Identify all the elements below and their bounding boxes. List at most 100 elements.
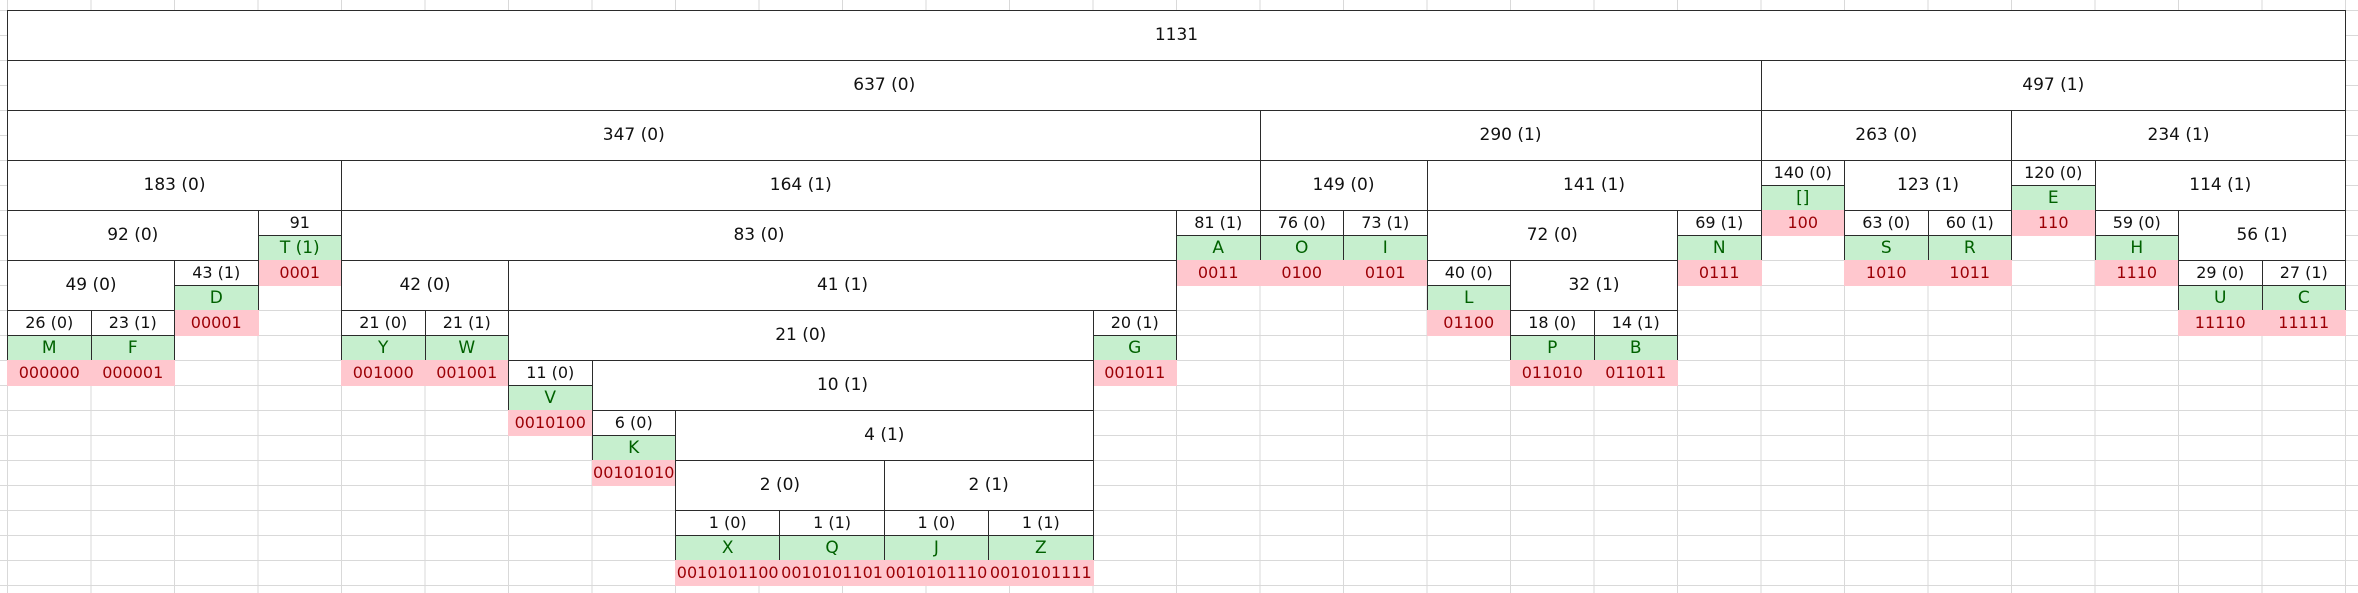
- code-word-cell[interactable]: 01100: [1426, 310, 1511, 336]
- code-word-cell[interactable]: 11111: [2261, 310, 2346, 336]
- leaf-symbol-cell[interactable]: A: [1176, 235, 1261, 261]
- tree-node-cell[interactable]: 1 (0): [883, 510, 990, 536]
- code-word-cell[interactable]: 1010: [1844, 260, 1929, 286]
- tree-node-cell[interactable]: 497 (1): [1760, 60, 2346, 111]
- leaf-symbol-cell[interactable]: H: [2094, 235, 2179, 261]
- tree-node-cell[interactable]: 69 (1): [1677, 210, 1762, 236]
- tree-node-cell[interactable]: 32 (1): [1510, 260, 1678, 311]
- tree-node-cell[interactable]: 140 (0): [1760, 160, 1845, 186]
- leaf-symbol-cell[interactable]: V: [508, 385, 593, 411]
- code-word-cell[interactable]: 000001: [90, 360, 175, 386]
- tree-node-cell[interactable]: 40 (0): [1426, 260, 1511, 286]
- tree-node-cell[interactable]: 76 (0): [1259, 210, 1344, 236]
- leaf-symbol-cell[interactable]: T (1): [257, 235, 342, 261]
- tree-node-cell[interactable]: 6 (0): [591, 410, 676, 436]
- tree-node-cell[interactable]: 10 (1): [591, 360, 1094, 411]
- tree-node-cell[interactable]: 20 (1): [1092, 310, 1177, 336]
- tree-node-cell[interactable]: 1 (1): [988, 510, 1094, 536]
- leaf-symbol-cell[interactable]: P: [1510, 335, 1595, 361]
- code-word-cell[interactable]: 1011: [1927, 260, 2012, 286]
- leaf-symbol-cell[interactable]: G: [1092, 335, 1177, 361]
- leaf-symbol-cell[interactable]: J: [883, 535, 990, 561]
- leaf-symbol-cell[interactable]: I: [1343, 235, 1428, 261]
- tree-node-cell[interactable]: 2 (0): [675, 460, 885, 511]
- code-word-cell[interactable]: 100: [1760, 210, 1845, 236]
- leaf-symbol-cell[interactable]: W: [424, 335, 509, 361]
- tree-node-cell[interactable]: 91: [257, 210, 342, 236]
- tree-node-cell[interactable]: 234 (1): [2011, 110, 2346, 161]
- tree-node-cell[interactable]: 21 (0): [508, 310, 1094, 361]
- tree-node-cell[interactable]: 14 (1): [1593, 310, 1678, 336]
- tree-node-cell[interactable]: 164 (1): [341, 160, 1261, 211]
- tree-node-cell[interactable]: 123 (1): [1844, 160, 2012, 211]
- code-word-cell[interactable]: 110: [2011, 210, 2096, 236]
- leaf-symbol-cell[interactable]: F: [90, 335, 175, 361]
- code-word-cell[interactable]: 0100: [1259, 260, 1344, 286]
- code-word-cell[interactable]: 0001: [257, 260, 342, 286]
- leaf-symbol-cell[interactable]: K: [591, 435, 676, 461]
- leaf-symbol-cell[interactable]: C: [2261, 285, 2346, 311]
- code-word-cell[interactable]: 0010101100: [675, 560, 781, 586]
- tree-node-cell[interactable]: 149 (0): [1259, 160, 1428, 211]
- code-word-cell[interactable]: 0010101111: [988, 560, 1094, 586]
- tree-node-cell[interactable]: 29 (0): [2178, 260, 2263, 286]
- leaf-symbol-cell[interactable]: L: [1426, 285, 1511, 311]
- code-word-cell[interactable]: 000000: [7, 360, 92, 386]
- tree-node-cell[interactable]: 81 (1): [1176, 210, 1261, 236]
- code-word-cell[interactable]: 0011: [1176, 260, 1261, 286]
- leaf-symbol-cell[interactable]: R: [1927, 235, 2012, 261]
- tree-node-cell[interactable]: 141 (1): [1426, 160, 1762, 211]
- tree-node-cell[interactable]: 59 (0): [2094, 210, 2179, 236]
- code-word-cell[interactable]: 0010101110: [883, 560, 990, 586]
- tree-node-cell[interactable]: 1131: [7, 10, 2346, 61]
- tree-node-cell[interactable]: 26 (0): [7, 310, 92, 336]
- code-word-cell[interactable]: 00001: [174, 310, 259, 336]
- tree-node-cell[interactable]: 23 (1): [90, 310, 175, 336]
- leaf-symbol-cell[interactable]: N: [1677, 235, 1762, 261]
- tree-node-cell[interactable]: 60 (1): [1927, 210, 2012, 236]
- tree-node-cell[interactable]: 63 (0): [1844, 210, 1929, 236]
- tree-node-cell[interactable]: 27 (1): [2261, 260, 2346, 286]
- tree-node-cell[interactable]: 42 (0): [341, 260, 509, 311]
- tree-node-cell[interactable]: 41 (1): [508, 260, 1177, 311]
- tree-node-cell[interactable]: 18 (0): [1510, 310, 1595, 336]
- tree-node-cell[interactable]: 183 (0): [7, 160, 342, 211]
- code-word-cell[interactable]: 0101: [1343, 260, 1428, 286]
- tree-node-cell[interactable]: 49 (0): [7, 260, 175, 311]
- code-word-cell[interactable]: 011011: [1593, 360, 1678, 386]
- leaf-symbol-cell[interactable]: Y: [341, 335, 426, 361]
- code-word-cell[interactable]: 0010101101: [779, 560, 885, 586]
- code-word-cell[interactable]: 001000: [341, 360, 426, 386]
- tree-node-cell[interactable]: 56 (1): [2178, 210, 2346, 261]
- tree-node-cell[interactable]: 120 (0): [2011, 160, 2096, 186]
- code-word-cell[interactable]: 00101010: [591, 460, 676, 486]
- leaf-symbol-cell[interactable]: O: [1259, 235, 1344, 261]
- tree-node-cell[interactable]: 114 (1): [2094, 160, 2346, 211]
- tree-node-cell[interactable]: 83 (0): [341, 210, 1177, 261]
- leaf-symbol-cell[interactable]: E: [2011, 185, 2096, 211]
- tree-node-cell[interactable]: 290 (1): [1259, 110, 1762, 161]
- code-word-cell[interactable]: 011010: [1510, 360, 1595, 386]
- tree-node-cell[interactable]: 263 (0): [1760, 110, 2012, 161]
- code-word-cell[interactable]: 0010100: [508, 410, 593, 436]
- tree-node-cell[interactable]: 92 (0): [7, 210, 259, 261]
- tree-node-cell[interactable]: 43 (1): [174, 260, 259, 286]
- tree-node-cell[interactable]: 2 (1): [883, 460, 1094, 511]
- tree-node-cell[interactable]: 1 (1): [779, 510, 885, 536]
- leaf-symbol-cell[interactable]: U: [2178, 285, 2263, 311]
- leaf-symbol-cell[interactable]: Z: [988, 535, 1094, 561]
- tree-node-cell[interactable]: 21 (1): [424, 310, 509, 336]
- tree-node-cell[interactable]: 637 (0): [7, 60, 1762, 111]
- tree-node-cell[interactable]: 347 (0): [7, 110, 1261, 161]
- code-word-cell[interactable]: 11110: [2178, 310, 2263, 336]
- leaf-symbol-cell[interactable]: B: [1593, 335, 1678, 361]
- tree-node-cell[interactable]: 11 (0): [508, 360, 593, 386]
- tree-node-cell[interactable]: 73 (1): [1343, 210, 1428, 236]
- code-word-cell[interactable]: 001011: [1092, 360, 1177, 386]
- tree-node-cell[interactable]: 72 (0): [1426, 210, 1678, 261]
- code-word-cell[interactable]: 1110: [2094, 260, 2179, 286]
- tree-node-cell[interactable]: 21 (0): [341, 310, 426, 336]
- leaf-symbol-cell[interactable]: []: [1760, 185, 1845, 211]
- leaf-symbol-cell[interactable]: X: [675, 535, 781, 561]
- leaf-symbol-cell[interactable]: M: [7, 335, 92, 361]
